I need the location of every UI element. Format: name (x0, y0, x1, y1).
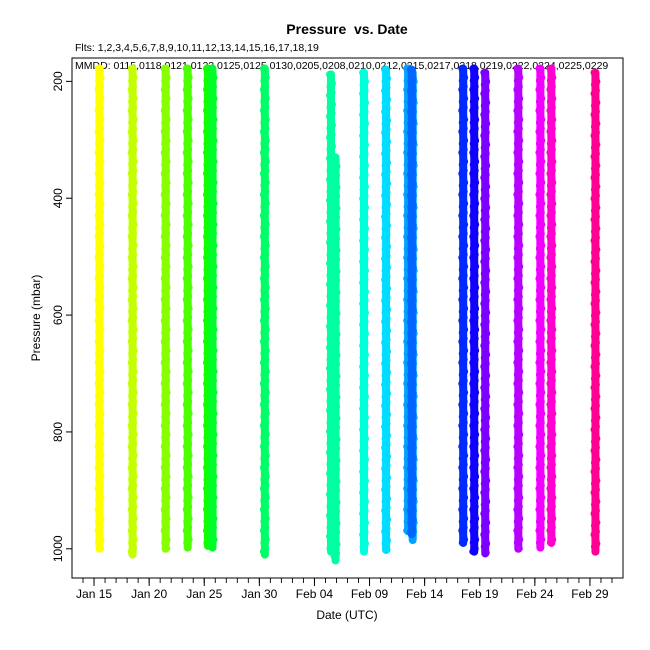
x-tick-label-7: Feb 19 (461, 587, 499, 601)
data-marks (94, 64, 601, 565)
point-12-1-154 (406, 528, 415, 536)
x-tick-label-2: Jan 25 (186, 587, 222, 601)
y-tick-label-0: 200 (51, 71, 65, 91)
point-9-1-159 (360, 546, 368, 554)
series-19 (590, 68, 601, 556)
point-17-1-159 (536, 541, 544, 550)
chart-subtitle: Flts: 1,2,3,4,5,6,7,8,9,10,11,12,13,14,1… (75, 42, 319, 54)
y-tick-label-2: 600 (51, 305, 65, 325)
point-10-1-160 (383, 546, 391, 554)
point-18-1-158 (546, 538, 555, 547)
series-13 (458, 64, 469, 547)
point-3-1-160 (162, 544, 171, 553)
point-14-1-161 (469, 547, 477, 556)
series-14 (469, 64, 480, 556)
point-2-1-162 (128, 550, 136, 559)
series-16 (513, 64, 524, 553)
series-6 (207, 64, 218, 552)
x-tick-label-1: Jan 20 (131, 587, 167, 601)
point-1-1-160 (96, 544, 105, 553)
chart-title: Pressure vs. Date (286, 21, 408, 37)
x-axis: Jan 15 Jan 20 Jan 25 Jan 30 Feb 04 Feb 09 Feb … (76, 577, 613, 601)
point-6-1-159 (208, 541, 217, 550)
point-8-2-134 (331, 555, 339, 563)
y-axis: 200 400 600 800 1000 (51, 71, 73, 562)
series-1 (94, 64, 105, 553)
series-12 (406, 65, 417, 539)
series-10 (381, 65, 392, 554)
point-4-1-159 (184, 541, 192, 550)
x-tick-label-4: Feb 04 (296, 587, 334, 601)
series-17 (535, 64, 546, 552)
y-tick-label-4: 1000 (51, 535, 65, 562)
point-7-1-162 (260, 550, 268, 559)
y-tick-label-1: 400 (51, 188, 65, 208)
series-18 (546, 64, 557, 547)
point-13-1-158 (458, 538, 466, 547)
series-7 (259, 64, 270, 559)
series-8 (326, 70, 341, 565)
date-annotation: MMDD: 0115,0118,0121,0123,0125,0125,0130… (75, 60, 608, 72)
x-tick-label-5: Feb 09 (351, 587, 389, 601)
point-15-1-160 (482, 549, 490, 557)
x-tick-label-0: Jan 15 (76, 587, 112, 601)
x-tick-label-3: Jan 30 (241, 587, 277, 601)
y-tick-label-3: 800 (51, 422, 65, 442)
x-axis-label: Date (UTC) (316, 608, 377, 622)
series-9 (359, 68, 369, 556)
point-19-1-159 (591, 546, 600, 554)
series-3 (160, 64, 171, 553)
x-tick-label-8: Feb 24 (516, 587, 554, 601)
x-tick-label-9: Feb 29 (571, 587, 609, 601)
series-4 (182, 64, 193, 552)
point-16-1-160 (515, 544, 523, 553)
y-axis-label: Pressure (mbar) (29, 275, 43, 362)
series-2 (127, 64, 138, 559)
x-tick-label-6: Feb 14 (406, 587, 444, 601)
series-15 (480, 68, 491, 558)
